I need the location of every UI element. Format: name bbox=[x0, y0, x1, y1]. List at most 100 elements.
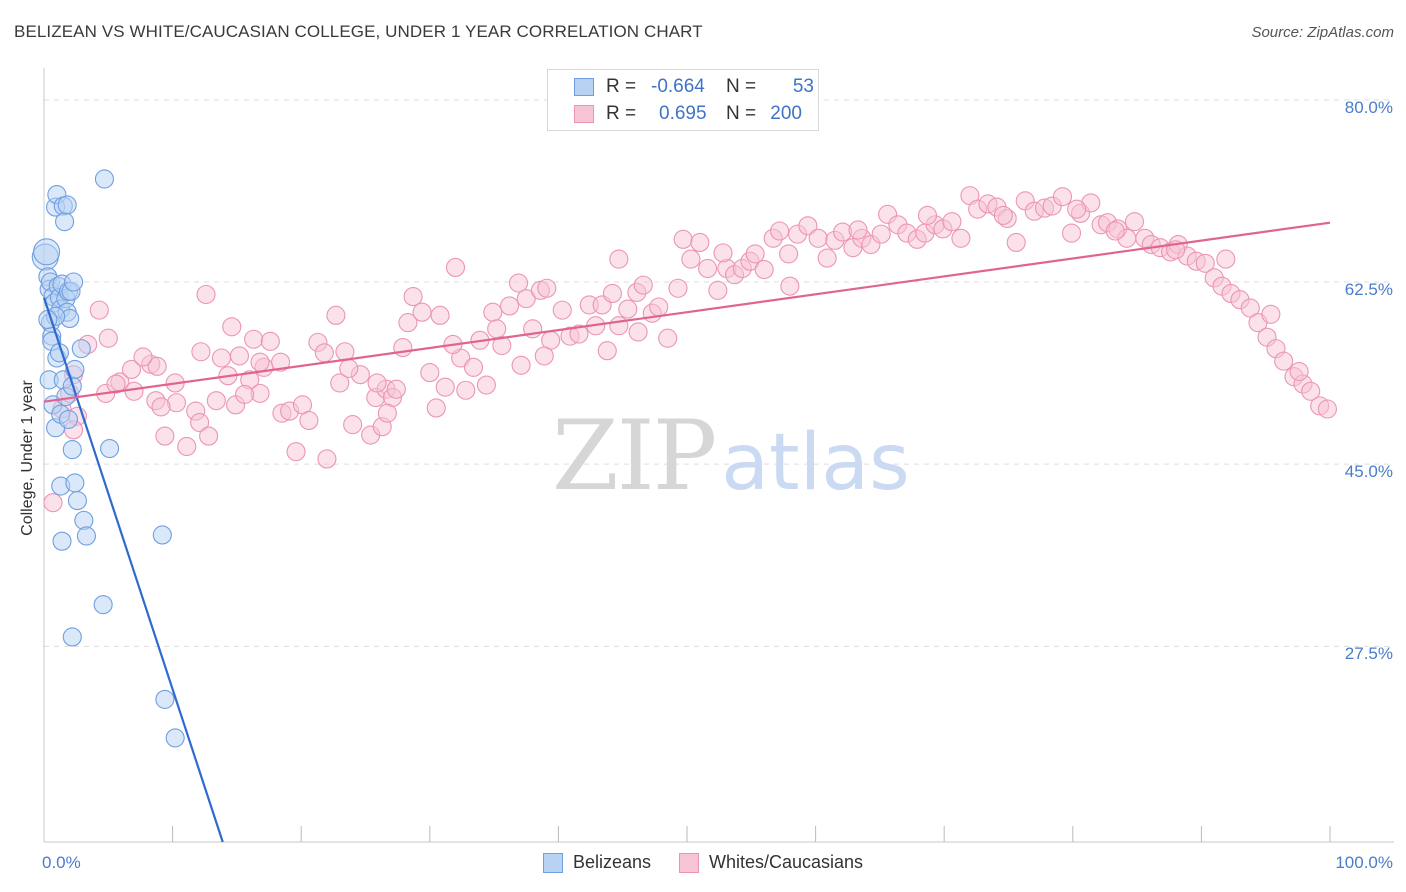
belizean-point bbox=[74, 510, 94, 530]
white-point bbox=[121, 359, 141, 379]
white-point bbox=[326, 305, 346, 325]
white-point bbox=[196, 284, 216, 305]
y-tick-label: 80.0% bbox=[1344, 97, 1393, 117]
white-point bbox=[511, 355, 531, 375]
legend-r-label: R = bbox=[606, 103, 637, 124]
x-tick-min: 0.0% bbox=[42, 853, 81, 872]
y-tick-label: 62.5% bbox=[1344, 280, 1393, 299]
source-credit: Source: ZipAtlas.com bbox=[1251, 24, 1394, 41]
white-point bbox=[690, 232, 710, 253]
white-point bbox=[435, 377, 455, 397]
legend-swatch-blue bbox=[542, 852, 563, 873]
belizean-point bbox=[57, 195, 77, 215]
white-point bbox=[1274, 351, 1294, 371]
white-point bbox=[770, 221, 790, 241]
white-point bbox=[155, 426, 175, 446]
white-point bbox=[668, 278, 688, 298]
white-point bbox=[89, 300, 109, 320]
white-point bbox=[917, 205, 938, 225]
legend-row-whites: R = 0.695 N = 200 bbox=[548, 101, 802, 127]
white-point bbox=[1261, 304, 1281, 324]
white-point bbox=[393, 338, 413, 358]
white-point bbox=[412, 302, 432, 322]
legend-item-belizeans: Belizeans bbox=[542, 852, 651, 873]
white-point bbox=[456, 380, 476, 400]
white-point bbox=[1067, 199, 1087, 219]
white-point bbox=[386, 379, 406, 399]
chart-title: BELIZEAN VS WHITE/CAUCASIAN COLLEGE, UND… bbox=[14, 22, 703, 41]
white-point bbox=[552, 300, 572, 320]
white-point bbox=[1301, 381, 1321, 401]
white-point bbox=[1061, 223, 1082, 243]
white-point bbox=[780, 276, 800, 296]
belizean-point bbox=[62, 440, 82, 460]
legend-r-value: 0.695 bbox=[659, 103, 707, 124]
white-point bbox=[124, 381, 144, 401]
white-point bbox=[516, 289, 536, 309]
legend-label-belizeans: Belizeans bbox=[572, 852, 651, 872]
belizean-point bbox=[58, 409, 78, 429]
white-point bbox=[609, 249, 629, 269]
white-point bbox=[537, 278, 557, 298]
white-point bbox=[817, 248, 837, 268]
legend-swatch-pink bbox=[574, 105, 594, 123]
belizean-point bbox=[65, 359, 85, 379]
belizean-point bbox=[67, 491, 87, 511]
x-tick-max: 100.0% bbox=[1335, 853, 1393, 872]
white-point bbox=[286, 442, 306, 462]
series-legend: Belizeans Whites/Caucasians bbox=[0, 852, 1406, 873]
white-point bbox=[534, 346, 554, 366]
white-point bbox=[1105, 221, 1125, 241]
white-point bbox=[569, 324, 589, 344]
white-point bbox=[681, 249, 701, 269]
white-trend-line bbox=[43, 221, 1331, 403]
belizean-point bbox=[52, 531, 72, 551]
white-point bbox=[271, 352, 291, 372]
white-point bbox=[993, 205, 1013, 225]
trend-lines bbox=[42, 221, 1331, 843]
white-point bbox=[343, 415, 363, 435]
white-point bbox=[1216, 249, 1236, 269]
y-tick-label: 45.0% bbox=[1344, 462, 1393, 482]
white-point bbox=[199, 426, 219, 446]
data-points bbox=[31, 169, 1337, 748]
white-point bbox=[229, 346, 250, 366]
belizean-point bbox=[152, 525, 172, 545]
white-point bbox=[871, 224, 891, 244]
correlation-legend: R = -0.664 N = 53 R = 0.695 N = 200 bbox=[547, 69, 819, 131]
belizean-point bbox=[65, 473, 85, 493]
legend-swatch-blue bbox=[574, 78, 594, 96]
white-point bbox=[235, 384, 255, 404]
white-point bbox=[492, 335, 512, 356]
white-point bbox=[191, 342, 211, 362]
white-point bbox=[222, 317, 242, 337]
white-point bbox=[250, 352, 270, 372]
white-point bbox=[430, 305, 450, 325]
belizean-point bbox=[64, 272, 84, 292]
white-point bbox=[106, 374, 126, 394]
y-axis-label: College, Under 1 year bbox=[19, 380, 36, 536]
zipatlas-watermark: ZIPatlas bbox=[552, 400, 910, 512]
belizean-point bbox=[100, 439, 120, 459]
white-point bbox=[508, 273, 529, 293]
belizean-point bbox=[155, 689, 175, 709]
white-point bbox=[618, 299, 638, 319]
axes bbox=[43, 68, 1394, 843]
white-point bbox=[708, 280, 728, 300]
belizean-point bbox=[94, 169, 114, 189]
white-point bbox=[942, 212, 962, 232]
white-point bbox=[649, 297, 669, 317]
white-point bbox=[779, 244, 799, 264]
white-point bbox=[698, 258, 718, 279]
white-point bbox=[147, 356, 167, 376]
white-point bbox=[367, 373, 387, 393]
white-point bbox=[1317, 399, 1337, 419]
white-point bbox=[177, 436, 197, 457]
belizean-trend-line bbox=[42, 297, 224, 843]
white-point bbox=[754, 259, 774, 280]
white-point bbox=[628, 322, 648, 342]
white-point bbox=[951, 228, 971, 248]
belizean-point bbox=[165, 728, 185, 748]
white-point bbox=[609, 316, 629, 336]
